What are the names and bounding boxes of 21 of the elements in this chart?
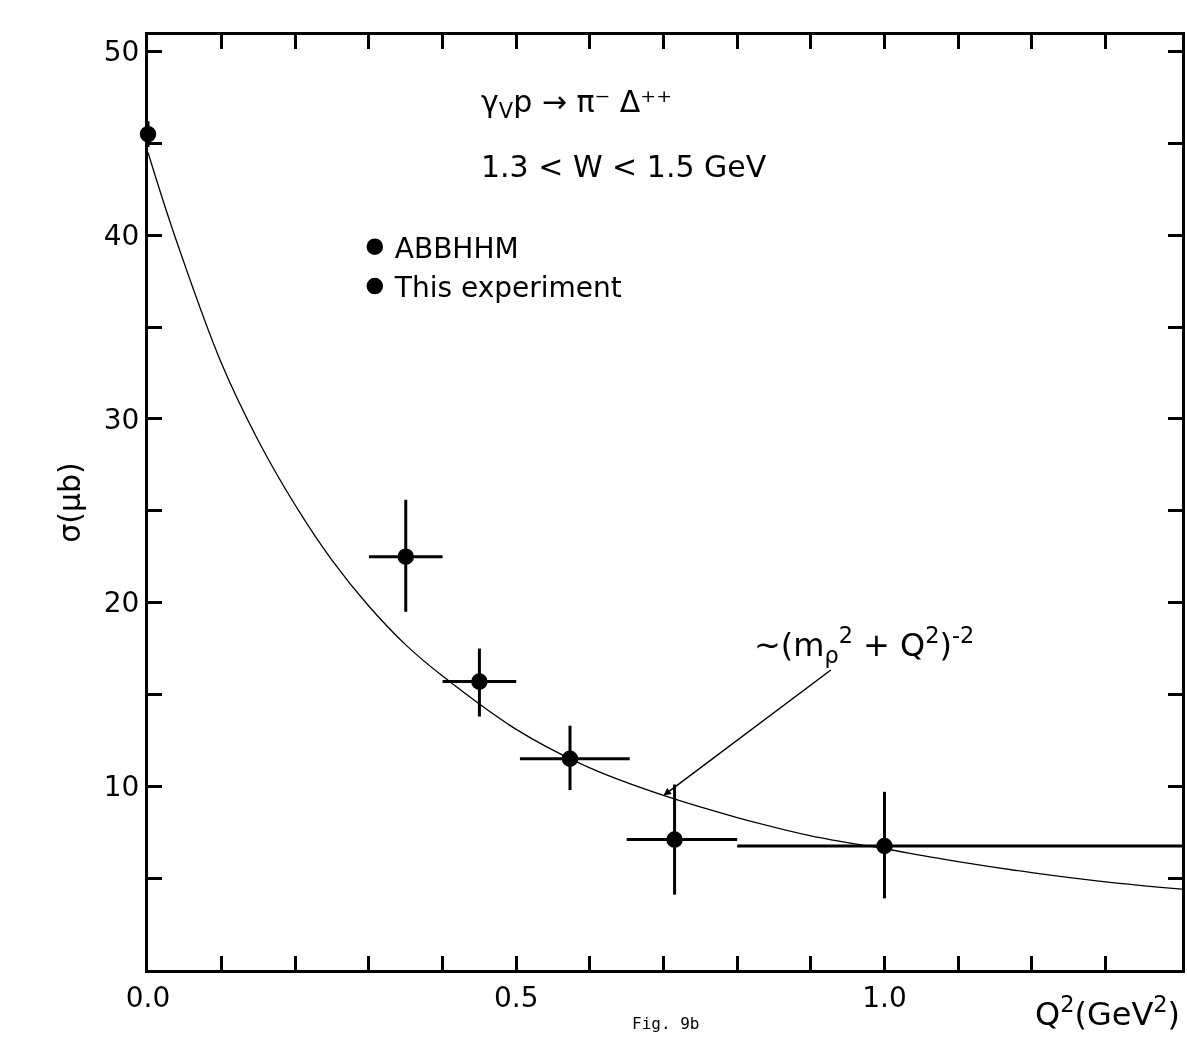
text: γ$_{V}$p → π⁻ Δ⁺⁺ bbox=[481, 84, 673, 124]
annotation: ~(m$_{ρ}$$^{2}$ + Q$^{2}$)$^{-2}$ bbox=[754, 622, 975, 669]
point bbox=[397, 548, 415, 565]
y-tick-label: 50 bbox=[103, 35, 140, 69]
x-tick-label: 1.0 bbox=[862, 980, 907, 1014]
legend-label: ABBHHM bbox=[394, 231, 519, 265]
point bbox=[876, 837, 893, 855]
y-tick-label: 40 bbox=[103, 219, 140, 253]
legend-label: This experiment bbox=[393, 271, 622, 305]
y-axis-title: σ(μb) bbox=[51, 462, 87, 543]
point bbox=[471, 673, 488, 690]
text: 1.3 < W < 1.5 GeV bbox=[481, 149, 767, 184]
x-tick-label: 0.0 bbox=[125, 980, 171, 1014]
point bbox=[666, 831, 683, 848]
caption: Fig. 9b bbox=[632, 1014, 700, 1033]
x-tick-label: 0.5 bbox=[493, 980, 539, 1014]
y-tick-label: 10 bbox=[103, 770, 140, 804]
x-axis-title: Q$^{2}$(GeV$^{2}$) bbox=[1035, 991, 1181, 1034]
y-tick-label: 20 bbox=[103, 586, 140, 620]
y-tick-label: 30 bbox=[103, 402, 140, 436]
point bbox=[561, 750, 579, 767]
